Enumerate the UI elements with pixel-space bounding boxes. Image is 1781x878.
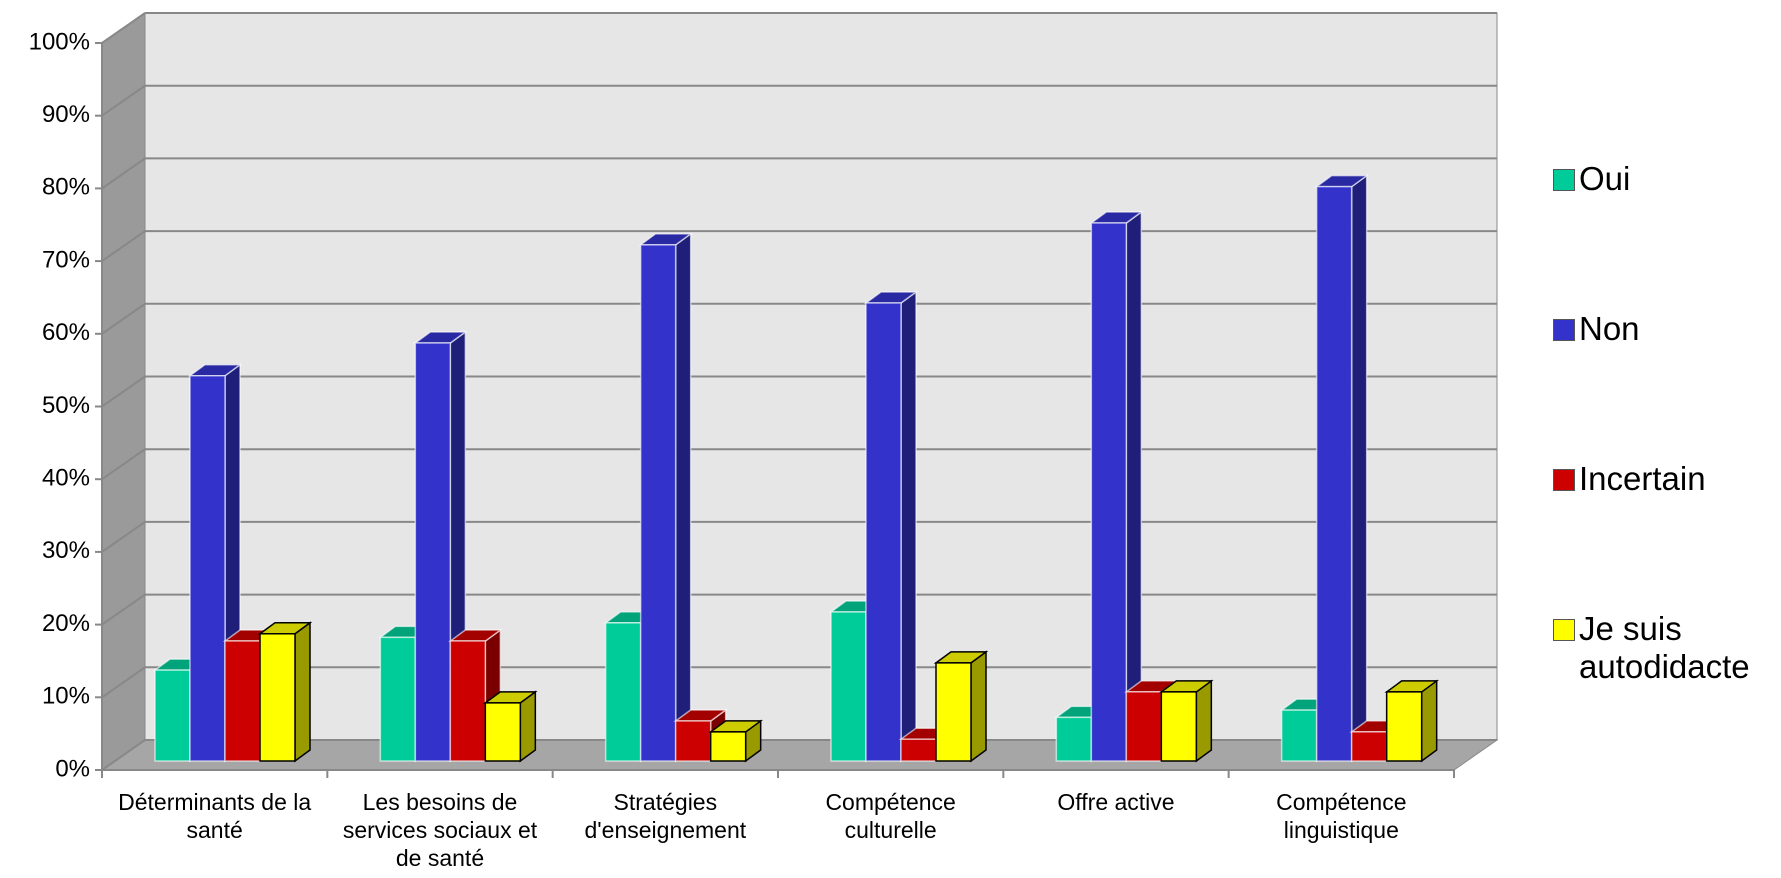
bar-front bbox=[1160, 691, 1198, 762]
bar-front bbox=[1125, 691, 1163, 762]
grid-line bbox=[101, 302, 146, 335]
y-tick-label: 20% bbox=[42, 610, 90, 637]
legend-swatch bbox=[1553, 169, 1575, 191]
x-tick-label: Stratégies d'enseignement bbox=[584, 789, 747, 843]
bar-front bbox=[1055, 716, 1093, 762]
bar-front bbox=[484, 702, 522, 762]
bar-front bbox=[639, 244, 677, 762]
bar-front bbox=[1350, 731, 1388, 762]
legend-entry: Je suis autodidacte bbox=[1553, 610, 1781, 686]
bar-front bbox=[154, 669, 191, 762]
legend-label: Non bbox=[1579, 310, 1640, 347]
bar-side bbox=[1350, 174, 1368, 763]
legend-label: Oui bbox=[1579, 160, 1631, 197]
bar bbox=[1384, 679, 1439, 763]
bar-side bbox=[674, 232, 692, 763]
bar-front bbox=[674, 720, 712, 762]
x-tick-label: Offre active bbox=[1057, 789, 1175, 815]
bar-front bbox=[414, 342, 452, 762]
bar-side bbox=[970, 650, 987, 763]
y-tick-label: 70% bbox=[42, 246, 90, 273]
grid-line bbox=[101, 448, 146, 481]
x-tick-label: Compétence linguistique bbox=[1276, 789, 1407, 843]
y-tick-label: 50% bbox=[42, 392, 90, 419]
bar-front bbox=[224, 640, 261, 762]
legend-swatch bbox=[1553, 319, 1575, 341]
y-tick-label: 10% bbox=[42, 683, 90, 710]
x-tick-label: Les besoins de services sociaux et de sa… bbox=[342, 789, 538, 871]
grid-line bbox=[101, 157, 146, 190]
bar-side bbox=[1195, 679, 1213, 763]
bar-front bbox=[1385, 691, 1423, 762]
x-tick-label: Déterminants de la santé bbox=[118, 789, 312, 843]
y-tick-label: 40% bbox=[42, 465, 90, 492]
legend-label: Je suis autodidacte bbox=[1579, 610, 1750, 685]
bar bbox=[1314, 174, 1369, 763]
legend-entry: Incertain bbox=[1553, 460, 1781, 498]
bar bbox=[933, 650, 989, 763]
bar-front bbox=[449, 640, 487, 762]
bar bbox=[483, 690, 538, 763]
y-tick-label: 100% bbox=[29, 28, 90, 55]
bar-front bbox=[1280, 709, 1318, 762]
y-tick-label: 0% bbox=[55, 755, 90, 782]
grid-line bbox=[101, 593, 146, 626]
bar-front bbox=[709, 731, 747, 762]
bar bbox=[448, 628, 503, 763]
bar-side bbox=[519, 690, 537, 763]
bar bbox=[638, 232, 693, 763]
bar-front bbox=[1090, 222, 1128, 762]
bar-front bbox=[189, 374, 226, 762]
grid-line bbox=[101, 84, 146, 117]
bar bbox=[708, 719, 763, 763]
y-tick-label: 80% bbox=[42, 174, 90, 201]
bar-front bbox=[1315, 185, 1353, 762]
bar-front bbox=[865, 302, 902, 762]
legend-entry: Oui bbox=[1553, 160, 1781, 198]
grid-line bbox=[101, 521, 146, 553]
grid-line bbox=[101, 12, 146, 44]
bar-side bbox=[900, 290, 917, 763]
bar bbox=[1089, 210, 1144, 763]
y-tick-label: 90% bbox=[42, 101, 90, 128]
legend-swatch bbox=[1553, 619, 1575, 641]
grid-line bbox=[101, 666, 146, 699]
bar-front bbox=[379, 636, 417, 762]
x-tick-label: Compétence culturelle bbox=[825, 789, 956, 843]
bar bbox=[257, 621, 313, 763]
bar-front bbox=[259, 633, 296, 762]
bar-side bbox=[1125, 210, 1143, 763]
bar-front bbox=[830, 611, 867, 762]
bar-side bbox=[294, 621, 311, 763]
legend-swatch bbox=[1553, 469, 1575, 491]
bar-side bbox=[1420, 679, 1438, 763]
y-tick-label: 30% bbox=[42, 537, 90, 564]
grid-line bbox=[101, 375, 146, 408]
bar bbox=[1159, 679, 1214, 763]
bar-front bbox=[900, 738, 937, 762]
y-tick-label: 60% bbox=[42, 319, 90, 346]
legend-entry: Non bbox=[1553, 310, 1781, 348]
legend-label: Incertain bbox=[1579, 460, 1706, 497]
grid-line bbox=[101, 230, 146, 262]
bar-front bbox=[604, 622, 642, 762]
grid-line bbox=[101, 739, 146, 771]
bar bbox=[863, 290, 919, 763]
bar-front bbox=[935, 662, 972, 762]
